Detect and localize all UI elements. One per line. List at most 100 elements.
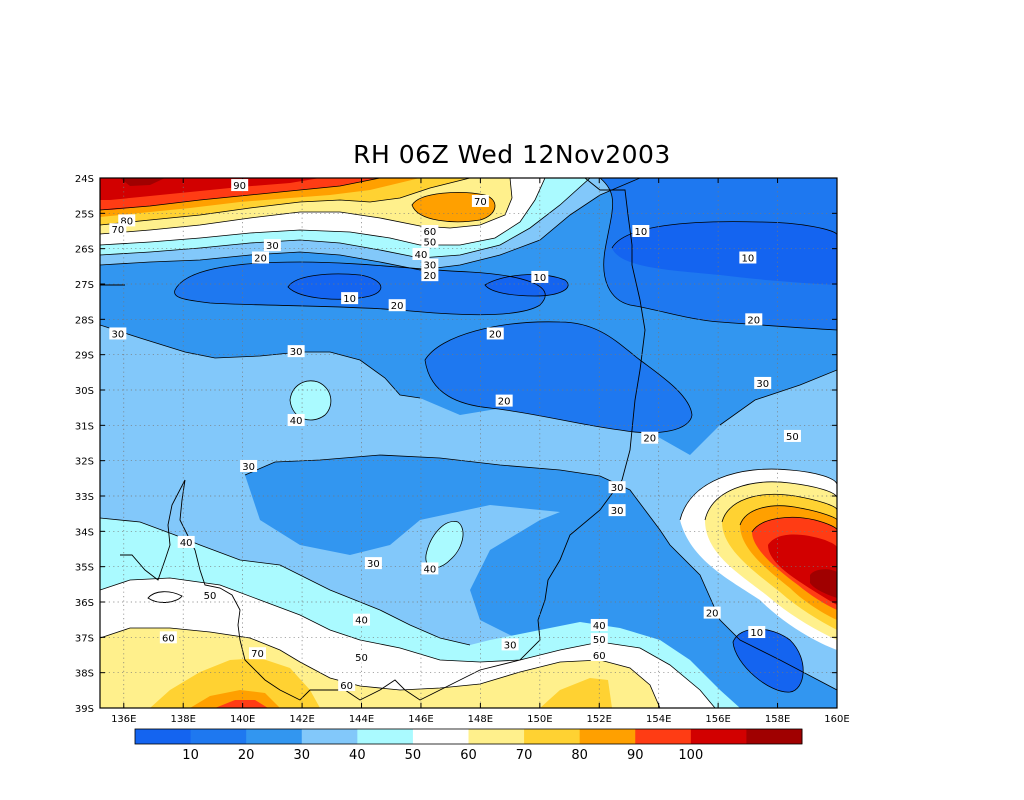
contour-label-text: 30 [611, 483, 624, 494]
contour-label-bg [159, 631, 177, 644]
x-tick-label: 136E [111, 714, 136, 725]
y-tick-label: 37S [75, 633, 94, 644]
contour-label-bg [641, 431, 659, 444]
contour-label-text: 60 [593, 651, 606, 662]
contour-label: 20 [745, 313, 763, 326]
colorbar-swatch [190, 729, 247, 744]
contour-label-bg [240, 459, 258, 472]
contour-label-text: 40 [355, 616, 368, 627]
contour-label: 10 [531, 270, 549, 284]
contour-label-bg [703, 606, 721, 619]
contour-label: 40 [421, 562, 439, 575]
contour-label-text: 10 [533, 273, 546, 284]
contour-label-text: 40 [290, 416, 303, 427]
contour-label-text: 50 [204, 591, 217, 602]
colorbar-label: 80 [571, 748, 588, 763]
contour-label-bg [353, 650, 371, 663]
contour-label: 10 [748, 626, 766, 639]
filled-region-0-10-north-east [612, 221, 837, 285]
x-tick-label: 150E [527, 714, 552, 725]
contour-label-bg [109, 223, 127, 236]
contour-label-text: 30 [367, 559, 380, 570]
filled-region-70-80-south-east [540, 678, 612, 708]
colorbar-frame [134, 728, 803, 745]
colorbar-swatch [746, 729, 803, 744]
colorbar-swatch [579, 729, 636, 744]
contour-label-text: 30 [611, 506, 624, 517]
contour-label: 70 [249, 647, 267, 660]
contour-label-bg [251, 251, 269, 264]
colorbar-swatch [468, 729, 525, 744]
contour-label-bg [531, 270, 549, 283]
contour-label: 40 [590, 618, 608, 632]
contour-label-bg [495, 394, 513, 407]
contour-label-text: 10 [343, 294, 356, 305]
contour-label-text: 20 [643, 434, 656, 445]
contour-label-text: 10 [741, 254, 754, 265]
colorbar-label: 30 [293, 748, 310, 763]
contour-label-text: 70 [251, 649, 264, 660]
contour-label: 30 [501, 638, 519, 651]
colorbar-swatch [301, 729, 358, 744]
plot-frame [99, 177, 838, 709]
contour-label: 40 [287, 414, 305, 427]
contour-label: 40 [412, 247, 430, 261]
contour-label-bg [501, 638, 519, 651]
contour-label: 20 [703, 606, 721, 620]
colorbar-label: 90 [627, 748, 644, 763]
contour-label-bg [608, 481, 626, 494]
x-tick-label: 154E [646, 714, 671, 725]
contour-label-bg [754, 376, 772, 389]
contour-label: 30 [287, 345, 305, 358]
colorbar-label: 50 [405, 748, 422, 763]
contour-label-bg [338, 679, 356, 692]
filled-region-20-30-center [245, 455, 837, 708]
contour-label: 70 [109, 223, 127, 236]
contour-label-text: 50 [786, 432, 799, 443]
colorbar-swatch [524, 729, 581, 744]
contour-label: 30 [240, 459, 258, 473]
contour-label-bg [421, 269, 439, 282]
x-tick-label: 156E [705, 714, 730, 725]
contour-label: 20 [641, 431, 659, 445]
contour-label: 40 [353, 613, 371, 627]
contour-label-bg [632, 225, 650, 237]
y-tick-label: 24S [75, 174, 94, 185]
contour-label: 20 [251, 251, 269, 265]
colorbar: 10 20 30 40 50 60 70 80 90 100 [134, 728, 803, 763]
contour-label-bg [201, 588, 219, 601]
contour-label: 20 [486, 327, 504, 340]
colorbar-label: 100 [678, 748, 703, 763]
x-tick-label: 140E [230, 714, 255, 725]
x-tick-label: 146E [408, 714, 433, 725]
contour-label: 50 [783, 429, 801, 443]
contour-label-text: 30 [504, 640, 517, 651]
contour-label-text: 40 [180, 538, 193, 549]
contour-label-bg [364, 557, 382, 570]
contour-label-bg [353, 613, 371, 626]
filled-region-70-80-south [150, 658, 320, 708]
contour-label-bg [412, 247, 430, 260]
y-tick-label: 29S [75, 351, 94, 362]
contour-label-text: 40 [415, 250, 428, 261]
contour-label-bg [109, 327, 127, 340]
contour-label-text: 40 [423, 564, 436, 575]
x-tick-label: 148E [468, 714, 493, 725]
contour-label-bg [421, 258, 439, 271]
colorbar-label: 60 [460, 748, 477, 763]
x-tick-label: 160E [824, 714, 849, 725]
contour-label-bg [608, 504, 626, 517]
contour-label-text: 30 [242, 462, 255, 473]
contour-label-bg [287, 414, 305, 427]
coastline [100, 178, 646, 701]
y-tick-label: 31S [75, 421, 94, 432]
contour-label: 60 [159, 631, 177, 644]
y-tick-label: 36S [75, 598, 94, 609]
y-tick-label: 38S [75, 669, 94, 680]
filled-region-10-20-center [425, 321, 692, 433]
filled-region-max-north [120, 178, 165, 186]
filled-region-100-plus-north [100, 178, 320, 200]
y-tick-label: 34S [75, 527, 94, 538]
contour-label-text: 40 [593, 621, 606, 632]
